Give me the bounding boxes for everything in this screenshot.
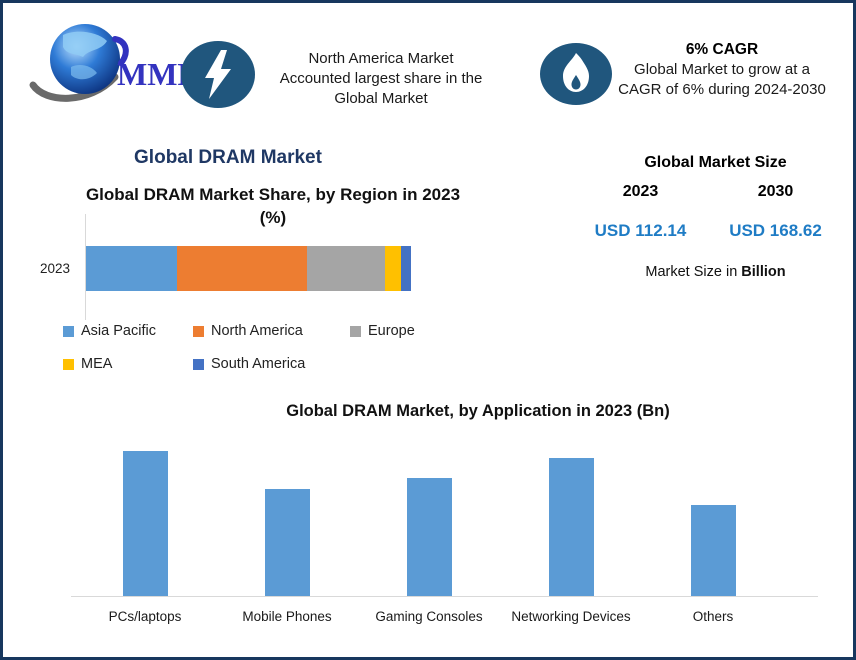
footnote-prefix: Market Size in bbox=[645, 264, 742, 280]
market-size-footnote: Market Size in Billion bbox=[573, 264, 853, 280]
value-2030: USD 168.62 bbox=[729, 221, 822, 240]
market-size-years: 2023 2030 bbox=[573, 183, 843, 201]
bar-segment-mea bbox=[385, 246, 402, 291]
flame-icon bbox=[540, 43, 612, 105]
bar-segment-south-america bbox=[401, 246, 411, 291]
header-stat-cagr: 6% CAGR Global Market to grow at a CAGR … bbox=[600, 40, 844, 100]
legend-label: Asia Pacific bbox=[81, 323, 156, 339]
bar-segment-asia-pacific bbox=[86, 246, 177, 291]
market-size-values: USD 112.14 USD 168.62 bbox=[573, 221, 843, 241]
year-2030-label: 2030 bbox=[757, 183, 794, 200]
legend-item-north-america: North America bbox=[193, 323, 350, 339]
lightning-icon bbox=[181, 41, 255, 108]
legend-swatch-south-america bbox=[193, 358, 204, 370]
legend-swatch-mea bbox=[63, 358, 74, 370]
legend-label: South America bbox=[211, 356, 306, 372]
legend-swatch-asia-pacific bbox=[63, 325, 74, 337]
chart1-legend: Asia Pacific North America Europe MEA South … bbox=[63, 323, 463, 372]
bar-networking-devices bbox=[548, 458, 594, 596]
stat1-line: Global Market bbox=[334, 90, 428, 107]
bar-segment-north-america bbox=[177, 246, 307, 291]
bar-mobile-phones bbox=[264, 489, 310, 596]
bar-others bbox=[690, 505, 736, 596]
cagr-line: Global Market to grow at a bbox=[634, 61, 810, 78]
legend-swatch-europe bbox=[350, 325, 361, 337]
legend-label: MEA bbox=[81, 356, 113, 372]
bar-pcs-laptops bbox=[122, 451, 168, 596]
globe-icon bbox=[29, 24, 129, 102]
legend-item-mea: MEA bbox=[63, 356, 193, 372]
x-axis-label-pcs-laptops: PCs/laptops bbox=[108, 609, 182, 624]
cagr-line: CAGR of 6% during 2024-2030 bbox=[618, 81, 826, 98]
application-chart: PCs/laptops Mobile Phones Gaming Consoles N… bbox=[71, 437, 818, 624]
legend-item-europe: Europe bbox=[350, 323, 463, 339]
chart2-title: Global DRAM Market, by Application in 20… bbox=[286, 402, 670, 420]
value-2023: USD 112.14 bbox=[594, 221, 687, 240]
bar-gaming-consoles bbox=[406, 478, 452, 596]
chart1-category-label: 2023 bbox=[39, 261, 71, 276]
stacked-bar bbox=[86, 246, 411, 291]
x-axis-label-networking-devices: Networking Devices bbox=[511, 609, 631, 624]
legend-item-south-america: South America bbox=[193, 356, 350, 372]
stat1-line: Accounted largest share in the bbox=[279, 70, 483, 87]
legend-label: Europe bbox=[368, 323, 415, 339]
region-share-chart bbox=[85, 214, 411, 320]
logo-text: MMR bbox=[117, 56, 183, 92]
chart1-title: Global DRAM Market Share, by Region in 2… bbox=[85, 185, 461, 227]
x-axis-label-others: Others bbox=[692, 609, 734, 624]
legend-label: North America bbox=[211, 323, 303, 339]
legend-item-asia-pacific: Asia Pacific bbox=[63, 323, 193, 339]
footnote-unit: Billion bbox=[741, 264, 786, 280]
x-axis-label-gaming-consoles: Gaming Consoles bbox=[375, 609, 483, 624]
stat1-line: North America Market bbox=[308, 50, 454, 67]
section-title-global-dram-market: Global DRAM Market bbox=[134, 147, 322, 168]
mmr-logo: MMR bbox=[29, 24, 183, 102]
legend-swatch-north-america bbox=[193, 325, 204, 337]
bar-segment-europe bbox=[307, 246, 385, 291]
market-size-title: Global Market Size bbox=[644, 154, 787, 171]
year-2023-label: 2023 bbox=[622, 183, 659, 200]
cagr-headline: 6% CAGR bbox=[685, 41, 759, 58]
x-axis-label-mobile-phones: Mobile Phones bbox=[242, 609, 332, 624]
header-stat-north-america: North America Market Accounted largest s… bbox=[256, 49, 506, 109]
